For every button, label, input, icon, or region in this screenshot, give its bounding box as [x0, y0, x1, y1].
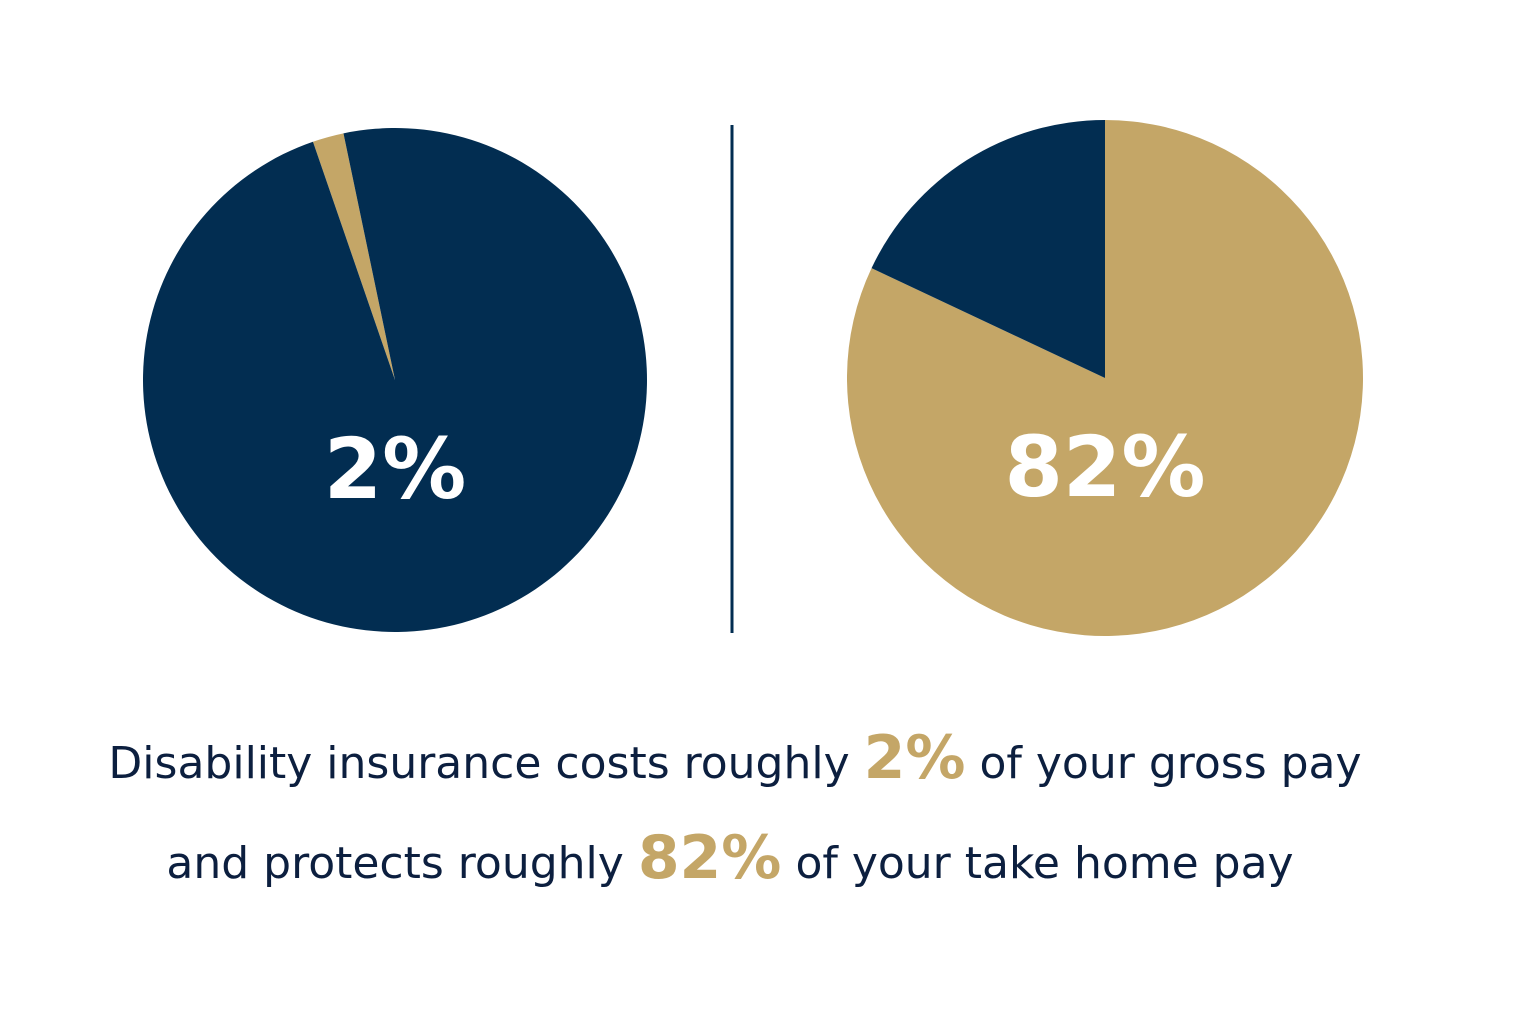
pie-slice: [871, 120, 1105, 378]
caption-line: and protects roughly 82% of your take ho…: [166, 823, 1293, 893]
pie-value-label: 2%: [324, 420, 467, 518]
caption-highlight: 82%: [638, 823, 782, 893]
caption-highlight: 2%: [864, 723, 966, 793]
caption-text: and protects roughly: [166, 838, 623, 889]
caption-text: Disability insurance costs roughly: [108, 738, 849, 789]
pie-slice: [143, 128, 647, 633]
pie-value-label: 82%: [1004, 418, 1205, 516]
caption-line: Disability insurance costs roughly 2% of…: [108, 723, 1361, 793]
caption-text: of your take home pay: [795, 838, 1293, 889]
pie-slice: [312, 133, 395, 380]
caption-text: of your gross pay: [980, 738, 1362, 789]
